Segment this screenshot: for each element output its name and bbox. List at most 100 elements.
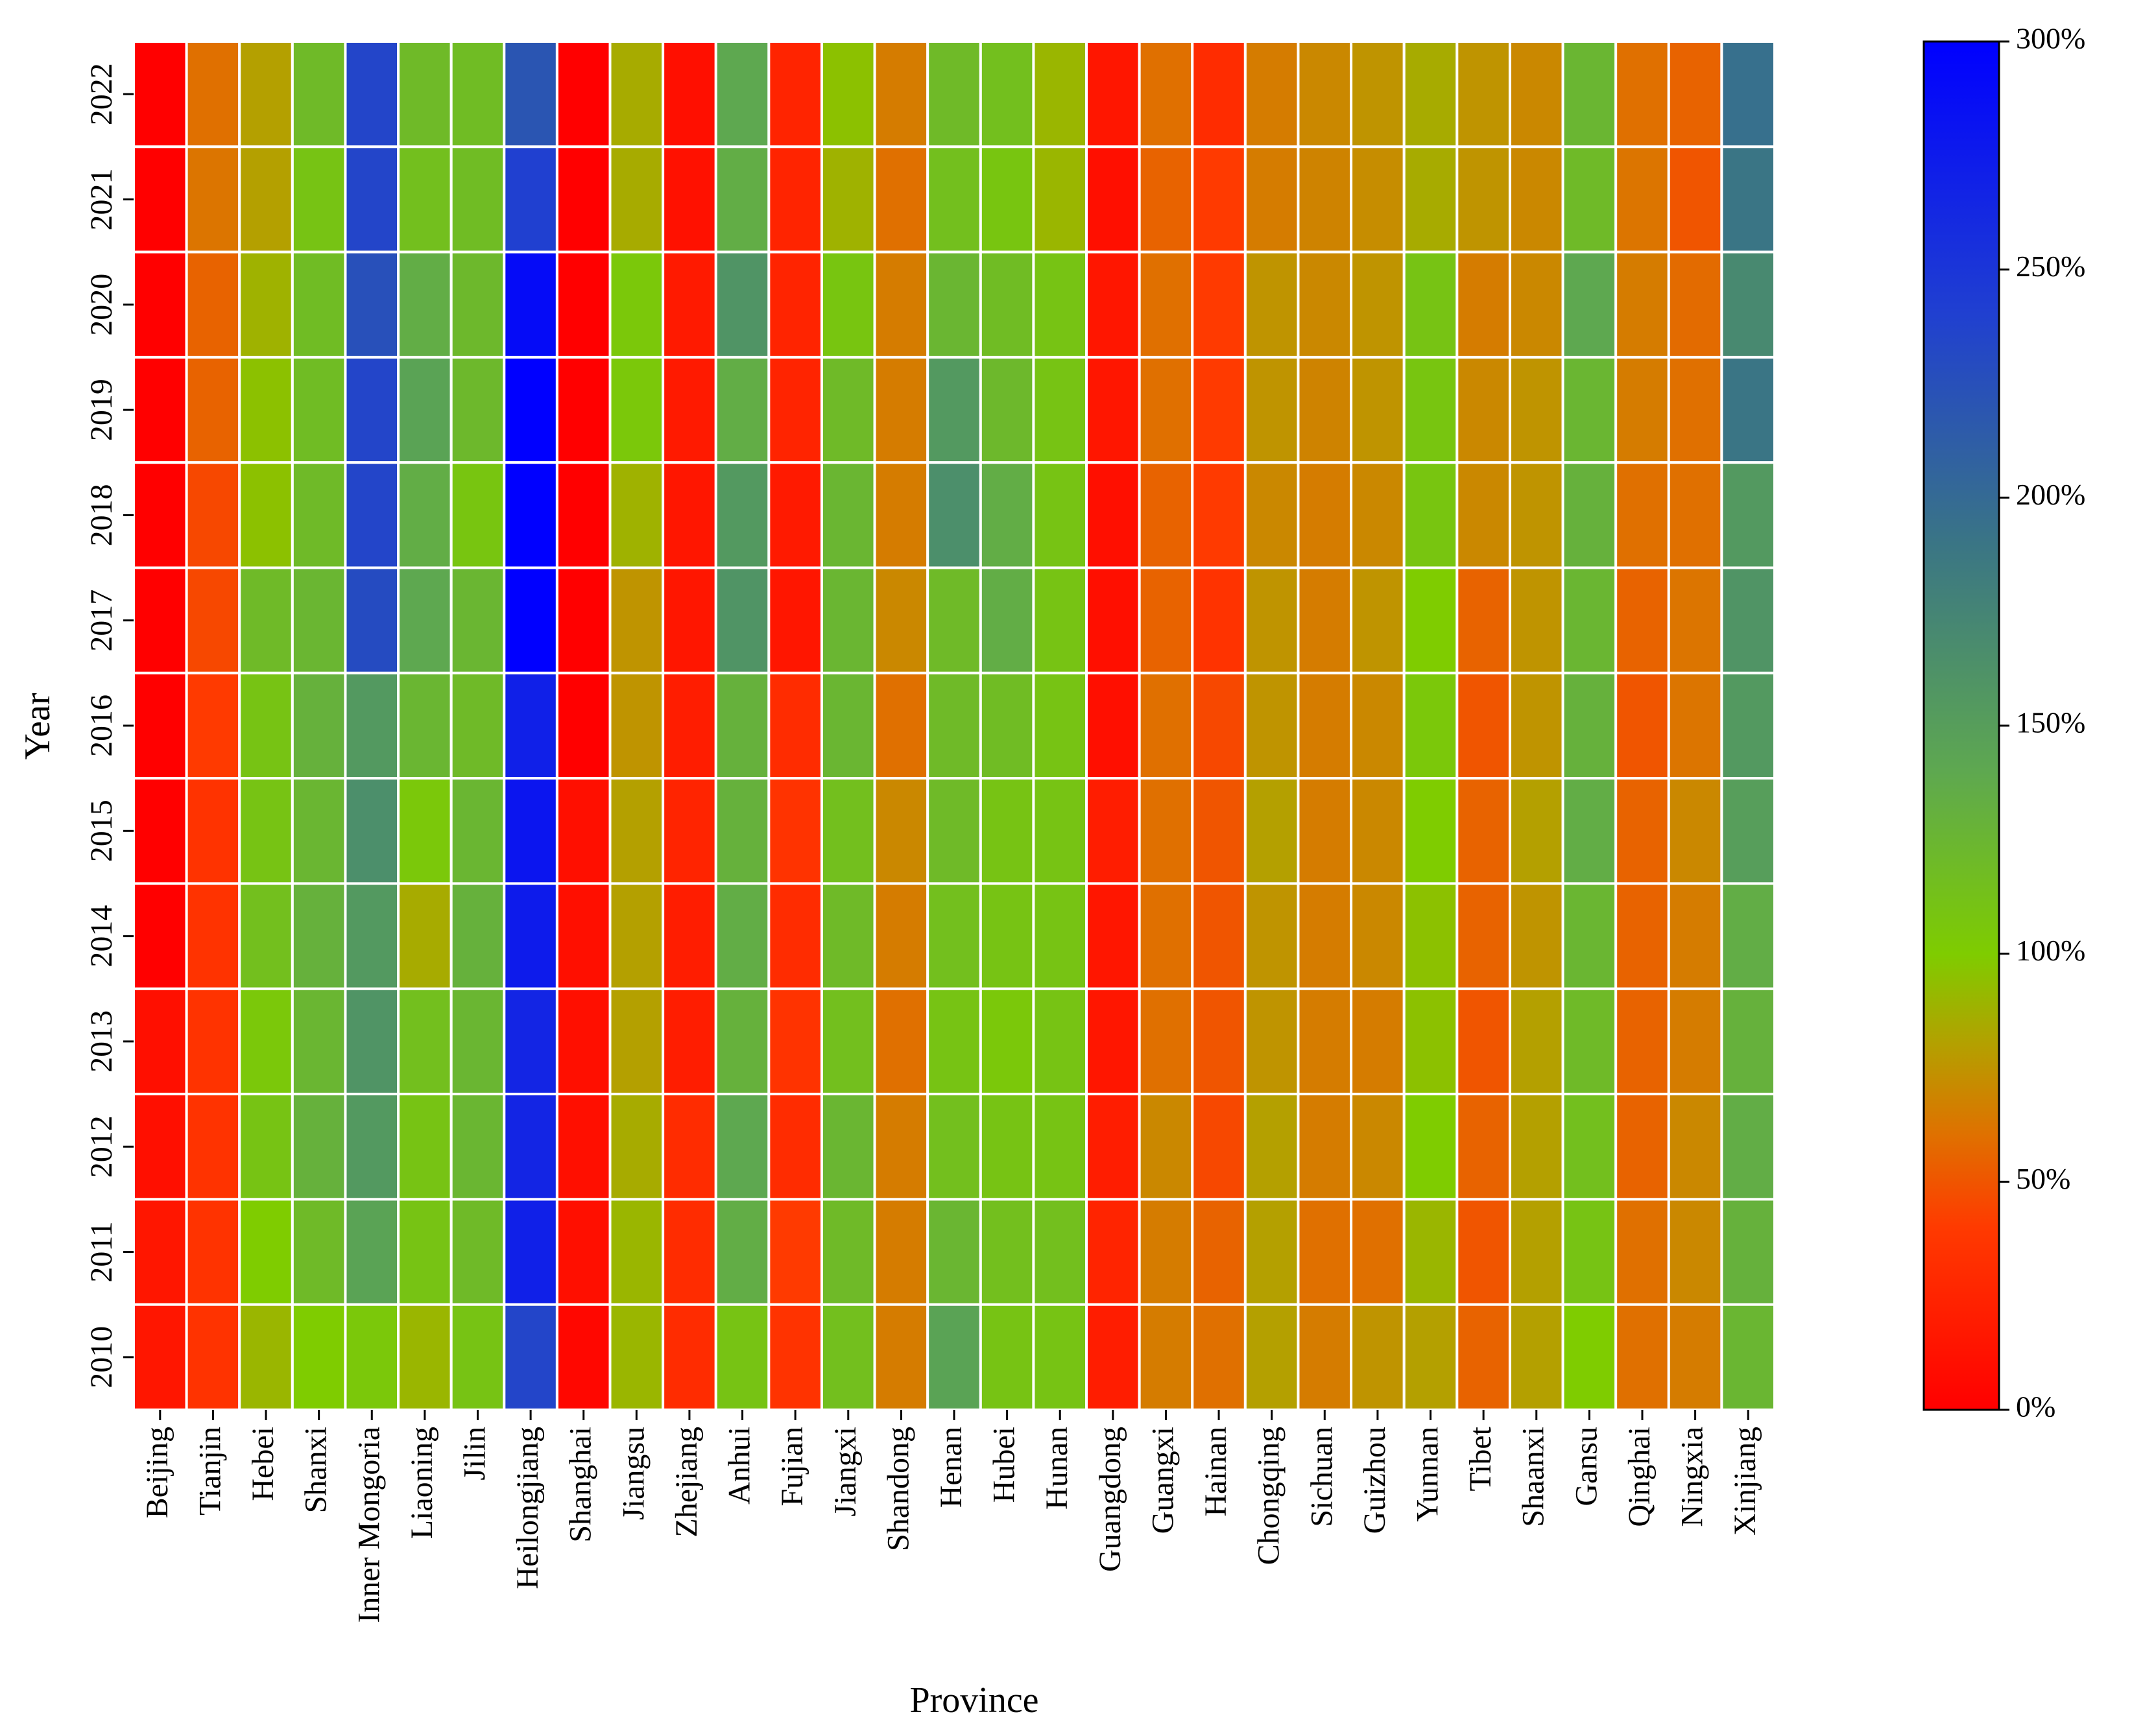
heatmap-cell (662, 145, 717, 254)
x-tick-label: Guizhou (1358, 1427, 1392, 1534)
heatmap-cell (397, 987, 453, 1096)
heatmap-cell (1138, 566, 1194, 674)
heatmap-cell (344, 355, 400, 464)
heatmap-cell (449, 987, 506, 1096)
x-tick-label: Jilin (458, 1427, 492, 1480)
heatmap-cell (1350, 40, 1406, 149)
x-tick-label: Shaanxi (1516, 1427, 1551, 1527)
heatmap-cell (1508, 145, 1564, 254)
heatmap-cell (503, 566, 558, 674)
heatmap-cell (1614, 1093, 1670, 1201)
heatmap-cell (1138, 1198, 1194, 1306)
colorbar-ticks: 0% 50% 100% 150% 200% 250% 300% (1999, 22, 2085, 1423)
heatmap-cell (238, 566, 294, 674)
heatmap-cell (449, 1303, 506, 1411)
heatmap-cell (1667, 461, 1723, 569)
heatmap-cell (291, 1198, 347, 1306)
heatmap-cell (449, 1093, 506, 1201)
y-tick-label: 2019 (84, 379, 119, 441)
heatmap-cell (238, 40, 294, 149)
heatmap-cell (1455, 250, 1511, 359)
heatmap-cell (820, 1303, 876, 1411)
heatmap-cell (1032, 355, 1088, 464)
heatmap-cell (1191, 1303, 1247, 1411)
heatmap-cell (1561, 1303, 1618, 1411)
heatmap-cell (714, 250, 771, 359)
heatmap-cell (555, 566, 612, 674)
heatmap-cell (608, 145, 665, 254)
colorbar-gradient (1922, 40, 2000, 1411)
heatmap-cell (1561, 250, 1618, 359)
colorbar-tick-label: 300% (2016, 22, 2085, 55)
heatmap-cell (555, 145, 612, 254)
heatmap-cell (714, 40, 771, 149)
heatmap-cell (714, 355, 771, 464)
heatmap-cell (926, 40, 982, 149)
heatmap-cell (714, 987, 771, 1096)
heatmap-cell (820, 987, 876, 1096)
heatmap-cell (1561, 1093, 1618, 1201)
heatmap-cell (873, 777, 929, 885)
heatmap-cell (1402, 566, 1459, 674)
heatmap-cell (662, 1198, 717, 1306)
heatmap-cell (1455, 1198, 1511, 1306)
heatmap-cell (397, 882, 453, 990)
heatmap-cell (662, 40, 717, 149)
heatmap-cell (714, 461, 771, 569)
heatmap-cell (132, 1093, 188, 1201)
heatmap-cell (291, 1093, 347, 1201)
heatmap-cell (1297, 1198, 1353, 1306)
heatmap-cell (1138, 1093, 1194, 1201)
heatmap-cell (1508, 40, 1564, 149)
heatmap-cell (1455, 882, 1511, 990)
heatmap-cell (1720, 355, 1776, 464)
heatmap-cell (1032, 1303, 1088, 1411)
heatmap-cell (1085, 671, 1141, 780)
heatmap-cell (555, 355, 612, 464)
heatmap-cell (344, 777, 400, 885)
heatmap-cell (979, 1198, 1035, 1306)
heatmap-cell (1561, 566, 1618, 674)
heatmap-cells (132, 40, 1776, 1411)
heatmap-cell (1667, 882, 1723, 990)
heatmap-cell (1508, 566, 1564, 674)
heatmap-cell (608, 1093, 665, 1201)
heatmap-cell (397, 250, 453, 359)
heatmap-cell (926, 1198, 982, 1306)
heatmap-cell (767, 777, 823, 885)
heatmap-cell (1508, 777, 1564, 885)
heatmap-cell (503, 1198, 558, 1306)
heatmap-cell (926, 250, 982, 359)
heatmap-cell (714, 145, 771, 254)
heatmap-cell (1455, 777, 1511, 885)
heatmap-cell (132, 250, 188, 359)
heatmap-cell (238, 882, 294, 990)
y-tick-label: 2021 (84, 169, 119, 231)
heatmap-cell (1402, 250, 1459, 359)
heatmap-cell (1085, 40, 1141, 149)
x-axis-ticks: Beijing Tianjin Hebei Shanxi Inner Mongoria L… (140, 1410, 1762, 1623)
y-tick-label: 2022 (84, 63, 119, 125)
heatmap-cell (767, 1093, 823, 1201)
x-tick-label: Gansu (1569, 1427, 1603, 1506)
heatmap-cell (1085, 461, 1141, 569)
heatmap-cell (767, 250, 823, 359)
heatmap-cell (1402, 987, 1459, 1096)
heatmap-cell (1085, 250, 1141, 359)
heatmap-cell (926, 145, 982, 254)
heatmap-cell (926, 461, 982, 569)
heatmap-cell (1191, 987, 1247, 1096)
heatmap-cell (608, 987, 665, 1096)
heatmap-cell (820, 777, 876, 885)
heatmap-cell (979, 566, 1035, 674)
heatmap-cell (1191, 777, 1247, 885)
heatmap-cell (873, 671, 929, 780)
colorbar-tick-label: 250% (2016, 250, 2085, 283)
heatmap-cell (185, 40, 241, 149)
heatmap-cell (608, 882, 665, 990)
heatmap-cell (238, 987, 294, 1096)
heatmap-cell (555, 1093, 612, 1201)
heatmap-cell (1085, 1093, 1141, 1201)
heatmap-cell (820, 250, 876, 359)
heatmap-cell (1085, 1198, 1141, 1306)
